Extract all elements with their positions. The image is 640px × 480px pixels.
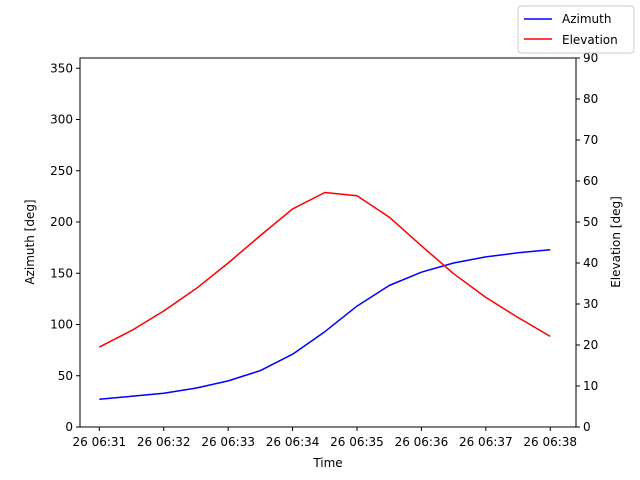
x-tick-label: 26 06:32 — [137, 435, 191, 449]
y-left-tick-label: 250 — [50, 164, 73, 178]
y-left-tick-label: 0 — [65, 420, 73, 434]
x-axis-label: Time — [312, 456, 342, 470]
x-tick-label: 26 06:38 — [523, 435, 577, 449]
y-right-tick-label: 10 — [583, 379, 598, 393]
y-right-tick-label: 0 — [583, 420, 591, 434]
legend: Azimuth Elevation — [517, 5, 635, 54]
y-right-tick-label: 80 — [583, 92, 598, 106]
plot-frame — [79, 57, 577, 428]
x-tick-label: 26 06:35 — [330, 435, 384, 449]
legend-box — [517, 5, 635, 54]
y-axis-left: 0 50 100 150 200 250 300 350 — [50, 61, 80, 434]
x-tick-label: 26 06:31 — [72, 435, 126, 449]
y-right-tick-label: 30 — [583, 297, 598, 311]
y-right-tick-label: 90 — [583, 51, 598, 65]
x-axis: 26 06:31 26 06:32 26 06:33 26 06:34 26 06:35… — [72, 427, 577, 449]
y-axis-left-label: Azimuth [deg] — [23, 199, 37, 284]
y-left-tick-label: 100 — [50, 318, 73, 332]
legend-label-elevation: Elevation — [562, 33, 618, 47]
y-left-tick-label: 50 — [58, 369, 73, 383]
series-line-azimuth — [99, 248, 551, 401]
series-line-elevation — [98, 191, 551, 348]
y-right-tick-label: 20 — [583, 338, 598, 352]
y-axis-right: 0 10 20 30 40 50 60 70 80 90 — [576, 51, 598, 434]
y-right-tick-label: 50 — [583, 215, 598, 229]
legend-label-azimuth: Azimuth — [562, 12, 611, 26]
y-axis-right-label: Elevation [deg] — [609, 196, 623, 288]
x-tick-label: 26 06:34 — [266, 435, 320, 449]
y-left-tick-label: 300 — [50, 113, 73, 127]
y-left-tick-label: 350 — [50, 61, 73, 75]
y-right-tick-label: 60 — [583, 174, 598, 188]
y-right-tick-label: 40 — [583, 256, 598, 270]
x-tick-label: 26 06:33 — [201, 435, 255, 449]
y-left-tick-label: 150 — [50, 266, 73, 280]
x-tick-label: 26 06:36 — [395, 435, 449, 449]
y-right-tick-label: 70 — [583, 133, 598, 147]
series-layer — [98, 191, 551, 401]
x-tick-label: 26 06:37 — [459, 435, 513, 449]
y-left-tick-label: 200 — [50, 215, 73, 229]
